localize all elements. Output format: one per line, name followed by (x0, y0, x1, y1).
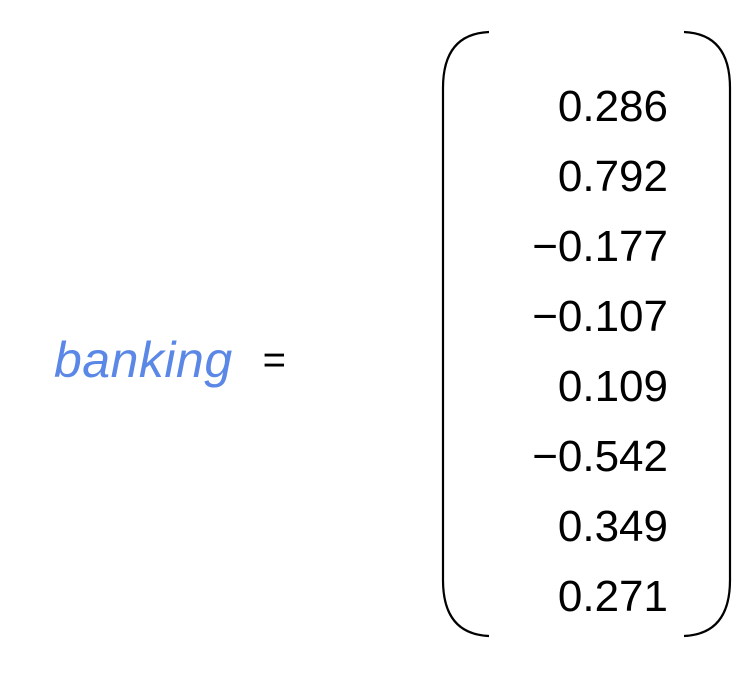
equation-lhs: banking = (54, 330, 286, 390)
vector-entries: 0.286 0.792 −0.177 −0.107 0.109 −0.542 0… (480, 72, 668, 632)
left-parenthesis-shape (441, 30, 490, 638)
vector-entry: −0.107 (532, 292, 668, 341)
vector-entry: 0.792 (557, 152, 668, 201)
vector-entry: 0.286 (557, 82, 668, 131)
word-label: banking (54, 332, 233, 388)
vector-entry: 0.271 (557, 572, 668, 621)
vector-entry: −0.177 (532, 222, 668, 271)
equals-sign: = (262, 337, 287, 382)
right-parenthesis-shape (683, 30, 732, 638)
left-parenthesis (437, 28, 497, 640)
right-parenthesis (676, 28, 736, 640)
vector-entry: −0.542 (532, 432, 668, 481)
vector-entry: 0.349 (557, 502, 668, 551)
vector-entry: 0.109 (557, 362, 668, 411)
